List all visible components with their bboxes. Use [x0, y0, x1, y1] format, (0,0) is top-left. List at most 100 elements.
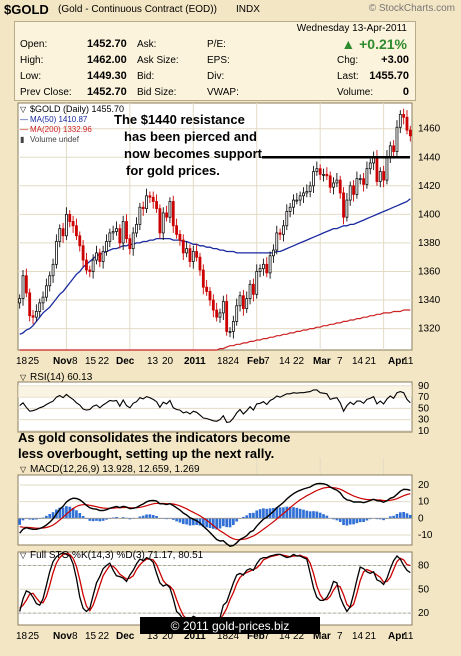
macd-histogram-bar [298, 508, 302, 519]
candle-body [262, 263, 265, 270]
ma200-line [19, 309, 411, 351]
candle-body [41, 296, 45, 304]
quote-label: Open: [20, 39, 48, 50]
quote-label: High: [20, 55, 44, 66]
y-tick-label: 1460 [418, 124, 441, 135]
candle-body [298, 195, 302, 201]
x-tick-label: Feb [247, 356, 265, 367]
macd-histogram-bar [405, 513, 409, 519]
quote-label: EPS: [207, 55, 230, 66]
macd-histogram-bar [398, 512, 402, 519]
candle-body [175, 225, 179, 235]
quote-label: Volume: [337, 87, 374, 98]
macd-histogram-bar [338, 518, 342, 522]
legend-swatch: ▽ [20, 465, 27, 474]
x-tick-label: 2011 [184, 631, 206, 642]
y-tick-label: 20 [418, 480, 430, 491]
macd-histogram-bar [71, 508, 75, 519]
x-tick-label: 25 [28, 356, 40, 367]
macd-histogram-bar [292, 507, 295, 519]
candle-body [265, 263, 269, 274]
candle-body [34, 311, 38, 318]
ma50-line [19, 198, 411, 335]
watermark-bg [140, 617, 320, 634]
candle-body [315, 168, 319, 172]
quote-value: 1462.00 [87, 54, 127, 66]
macd-histogram-bar [395, 514, 399, 519]
price-annotation: for gold prices. [126, 163, 220, 178]
macd-histogram-bar [35, 518, 38, 520]
y-tick-label: 20 [418, 608, 430, 619]
x-tick-label: Nov [53, 356, 72, 367]
macd-histogram-bar [245, 515, 249, 519]
x-tick-label: 18 [217, 631, 229, 642]
macd-histogram-bar [355, 518, 359, 524]
candle-body [318, 168, 322, 175]
macd-histogram-bar [188, 518, 192, 526]
macd-histogram-bar [275, 507, 279, 519]
candle-body [155, 201, 158, 210]
quote-label: P/E: [207, 39, 226, 50]
candle-body [352, 185, 355, 195]
quote-label: Last: [337, 71, 359, 82]
candle-body [165, 212, 168, 218]
macd-histogram-bar [288, 506, 292, 519]
candle-body [288, 206, 292, 212]
quote-label: Bid Size: [137, 87, 177, 98]
rsi-line [19, 389, 411, 424]
candle-body [145, 195, 148, 210]
legend-swatch: — [20, 115, 28, 124]
macd-histogram-bar [342, 518, 345, 525]
candle-body [245, 298, 249, 309]
candle-body [241, 295, 245, 309]
legend-entry: MA(50) 1410.87 [30, 115, 88, 124]
macd-histogram-bar [201, 518, 205, 527]
candle-body [388, 145, 392, 158]
candle-body [305, 191, 309, 194]
macd-histogram-bar [358, 518, 362, 523]
candle-body [302, 192, 305, 197]
y-tick-label: -10 [418, 530, 433, 541]
exchange: INDX [236, 4, 260, 15]
candle-body [365, 168, 369, 185]
x-tick-label: 14 [352, 631, 364, 642]
candle-body [208, 291, 212, 301]
y-tick-label: 1420 [418, 181, 441, 192]
candle-body [68, 213, 72, 222]
macd-histogram-bar [185, 518, 188, 525]
candle-body [128, 238, 132, 250]
y-tick-label: 90 [418, 381, 430, 392]
macd-histogram-bar [305, 510, 309, 519]
candle-body [21, 275, 25, 300]
macd-histogram-bar [375, 518, 379, 520]
quote-value: 1452.70 [87, 38, 127, 50]
candle-body [325, 173, 329, 177]
candle-body [332, 182, 335, 188]
candle-body [108, 232, 112, 242]
macd-histogram-bar [368, 518, 372, 520]
macd-histogram-bar [242, 516, 245, 519]
candle-body [44, 285, 48, 298]
y-tick-label: 1360 [418, 266, 441, 277]
candle-body [338, 179, 342, 194]
legend-swatch: — [20, 125, 28, 134]
instrument-name: (Gold - Continuous Contract (EOD)) [58, 4, 217, 15]
candle-body [111, 231, 115, 234]
x-tick-label: Mar [313, 631, 331, 642]
macd-histogram-bar [352, 518, 355, 525]
x-tick-label: 22 [98, 356, 110, 367]
candle-body [282, 225, 285, 235]
candle-body [272, 249, 275, 257]
x-tick-label: Dec [116, 356, 135, 367]
y-tick-label: 30 [418, 415, 430, 426]
candle-body [342, 192, 345, 218]
x-tick-label: 13 [147, 631, 159, 642]
macd-histogram-bar [265, 508, 269, 519]
macd-histogram-bar [191, 518, 195, 526]
macd-histogram-bar [21, 518, 25, 521]
x-tick-label: 7 [337, 356, 343, 367]
macd-histogram-bar [222, 518, 225, 527]
macd-histogram-bar [278, 507, 282, 519]
candle-body [61, 228, 65, 237]
